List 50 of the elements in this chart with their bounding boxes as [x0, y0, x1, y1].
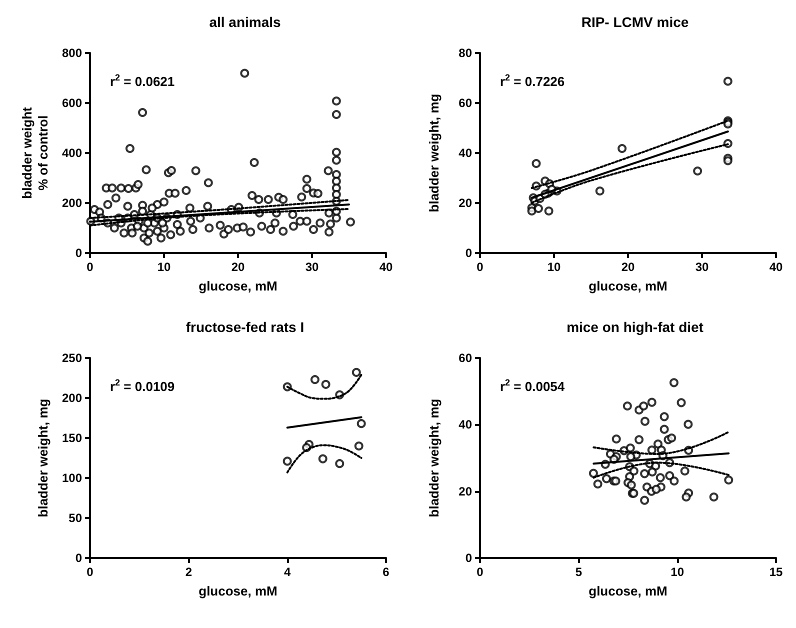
x-axis-title: glucose, mM — [588, 278, 668, 294]
x-tick-label: 0 — [476, 260, 484, 274]
y-axis-title: bladder weight, mg — [426, 398, 442, 518]
x-tick-label: 20 — [621, 260, 635, 274]
y-tick-label: 20 — [458, 196, 472, 210]
x-tick-label: 15 — [769, 565, 783, 579]
y-tick-label: 400 — [62, 146, 82, 160]
chart-title: fructose-fed rats I — [186, 319, 304, 335]
y-tick-label: 250 — [62, 351, 82, 365]
y-tick-label: 0 — [465, 551, 472, 565]
x-axis-title: glucose, mM — [198, 278, 278, 294]
x-axis-title: glucose, mM — [588, 583, 668, 598]
x-tick-label: 0 — [476, 565, 484, 579]
y-tick-label: 40 — [458, 418, 472, 432]
y-tick-label: 100 — [62, 471, 82, 485]
x-axis-title: glucose, mM — [198, 583, 278, 598]
x-tick-label: 10 — [547, 260, 561, 274]
y-tick-label: 40 — [458, 146, 472, 160]
y-tick-label: 60 — [458, 96, 472, 110]
y-tick-label: 20 — [458, 484, 472, 498]
x-tick-label: 30 — [305, 260, 319, 274]
y-tick-label: 0 — [75, 551, 82, 565]
y-tick-label: 800 — [62, 46, 82, 60]
x-tick-label: 5 — [575, 565, 582, 579]
chart-title: all animals — [209, 14, 282, 30]
x-tick-label: 0 — [86, 260, 94, 274]
y-axis-title: bladder weight, mg — [426, 94, 442, 212]
x-tick-label: 6 — [382, 565, 390, 579]
y-tick-label: 50 — [68, 511, 82, 525]
x-tick-label: 0 — [86, 565, 94, 579]
chart-title: RIP- LCMV mice — [581, 14, 689, 30]
y-tick-label: 80 — [458, 46, 472, 60]
x-tick-label: 40 — [379, 260, 393, 274]
x-tick-label: 2 — [185, 565, 192, 579]
y-tick-label: 600 — [62, 96, 82, 110]
y-tick-label: 0 — [465, 246, 472, 260]
chart-title: mice on high-fat diet — [566, 319, 704, 335]
x-tick-label: 20 — [231, 260, 245, 274]
y-axis-title: bladder weight % of control — [20, 106, 51, 199]
y-tick-label: 200 — [62, 196, 82, 210]
y-tick-label: 60 — [458, 351, 472, 365]
x-tick-label: 4 — [284, 565, 291, 579]
y-axis-title: bladder weight, mg — [36, 398, 51, 518]
x-tick-label: 10 — [157, 260, 171, 274]
y-tick-label: 0 — [75, 246, 82, 260]
x-tick-label: 30 — [695, 260, 709, 274]
x-tick-label: 40 — [769, 260, 783, 274]
x-tick-label: 10 — [670, 565, 684, 579]
y-tick-label: 150 — [62, 431, 82, 445]
y-tick-label: 200 — [62, 391, 82, 405]
